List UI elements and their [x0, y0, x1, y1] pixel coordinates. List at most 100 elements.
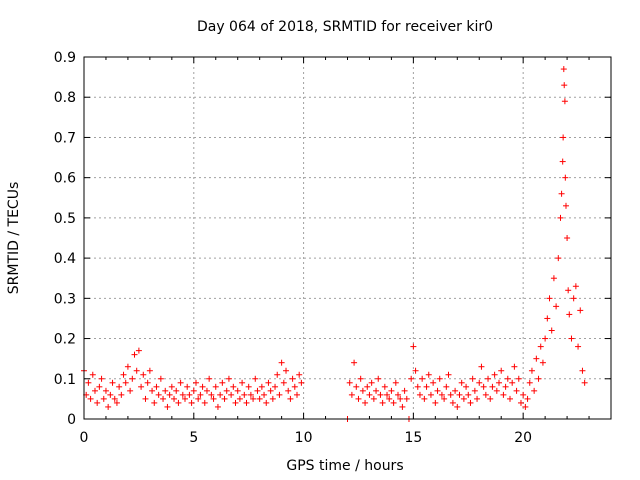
data-point [562, 174, 569, 181]
data-point [449, 399, 456, 406]
data-point [390, 399, 397, 406]
data-point [212, 383, 219, 390]
data-point [427, 391, 434, 398]
data-point [184, 383, 191, 390]
data-point [241, 391, 248, 398]
data-point [401, 387, 408, 394]
data-point [548, 327, 555, 334]
y-tick-label: 0.4 [54, 251, 76, 267]
grid-layer [84, 57, 611, 419]
y-tick-label: 0.1 [54, 372, 76, 388]
data-point [491, 371, 498, 378]
data-point [142, 395, 149, 402]
data-point [280, 379, 287, 386]
data-point [443, 383, 450, 390]
data-point [175, 399, 182, 406]
data-point [502, 383, 509, 390]
data-point [577, 307, 584, 314]
data-point [384, 391, 391, 398]
data-point [445, 371, 452, 378]
data-point [274, 371, 281, 378]
data-point [118, 391, 125, 398]
y-tick-label: 0.3 [54, 291, 76, 307]
data-point [164, 403, 171, 410]
x-tick-label: 10 [295, 430, 313, 446]
data-point [416, 391, 423, 398]
data-point [506, 395, 513, 402]
data-point [116, 383, 123, 390]
data-point [471, 387, 478, 394]
data-point [140, 371, 147, 378]
data-point [177, 379, 184, 386]
data-point [364, 383, 371, 390]
y-tick-label: 0.5 [54, 211, 76, 227]
data-point [351, 359, 358, 366]
data-point [201, 399, 208, 406]
data-point [221, 395, 228, 402]
data-point [421, 395, 428, 402]
data-point [441, 395, 448, 402]
data-point [559, 158, 566, 165]
data-point [124, 363, 131, 370]
data-point [289, 375, 296, 382]
data-point [357, 375, 364, 382]
data-point [87, 395, 94, 402]
data-point [228, 391, 235, 398]
data-point [528, 367, 535, 374]
data-point [146, 367, 153, 374]
data-point [432, 399, 439, 406]
data-point [94, 399, 101, 406]
y-tick-label: 0.7 [54, 130, 76, 146]
data-points [81, 66, 588, 422]
data-point [478, 363, 485, 370]
data-point [395, 391, 402, 398]
data-point [535, 375, 542, 382]
data-point [561, 98, 568, 105]
data-point [206, 375, 213, 382]
data-point [487, 395, 494, 402]
data-point [566, 311, 573, 318]
data-point [144, 379, 151, 386]
data-point [581, 379, 588, 386]
data-point [480, 383, 487, 390]
data-point [373, 387, 380, 394]
data-point [469, 375, 476, 382]
data-point [403, 395, 410, 402]
data-point [544, 315, 551, 322]
data-point [537, 343, 544, 350]
data-point [579, 367, 586, 374]
data-point [155, 391, 162, 398]
data-point [111, 395, 118, 402]
data-point [381, 383, 388, 390]
data-point [272, 383, 279, 390]
data-point [467, 399, 474, 406]
data-point [531, 387, 538, 394]
data-point [377, 391, 384, 398]
data-point [278, 359, 285, 366]
data-point [100, 395, 107, 402]
data-point [254, 387, 261, 394]
x-tick-label: 15 [404, 430, 422, 446]
data-point [245, 383, 252, 390]
x-axis-title: GPS time / hours [286, 458, 403, 474]
data-point [138, 383, 145, 390]
data-point [558, 190, 565, 197]
data-point [504, 375, 511, 382]
data-point [153, 383, 160, 390]
data-point [89, 371, 96, 378]
data-point [214, 403, 221, 410]
data-point [474, 395, 481, 402]
data-point [489, 383, 496, 390]
data-point [557, 214, 564, 221]
y-tick-label: 0.9 [54, 50, 76, 66]
data-point [122, 379, 129, 386]
data-point [298, 379, 305, 386]
data-point [517, 399, 524, 406]
data-point [192, 379, 199, 386]
data-point [230, 383, 237, 390]
y-tick-label: 0.2 [54, 332, 76, 348]
data-point [151, 399, 158, 406]
data-point [526, 379, 533, 386]
data-point [182, 395, 189, 402]
